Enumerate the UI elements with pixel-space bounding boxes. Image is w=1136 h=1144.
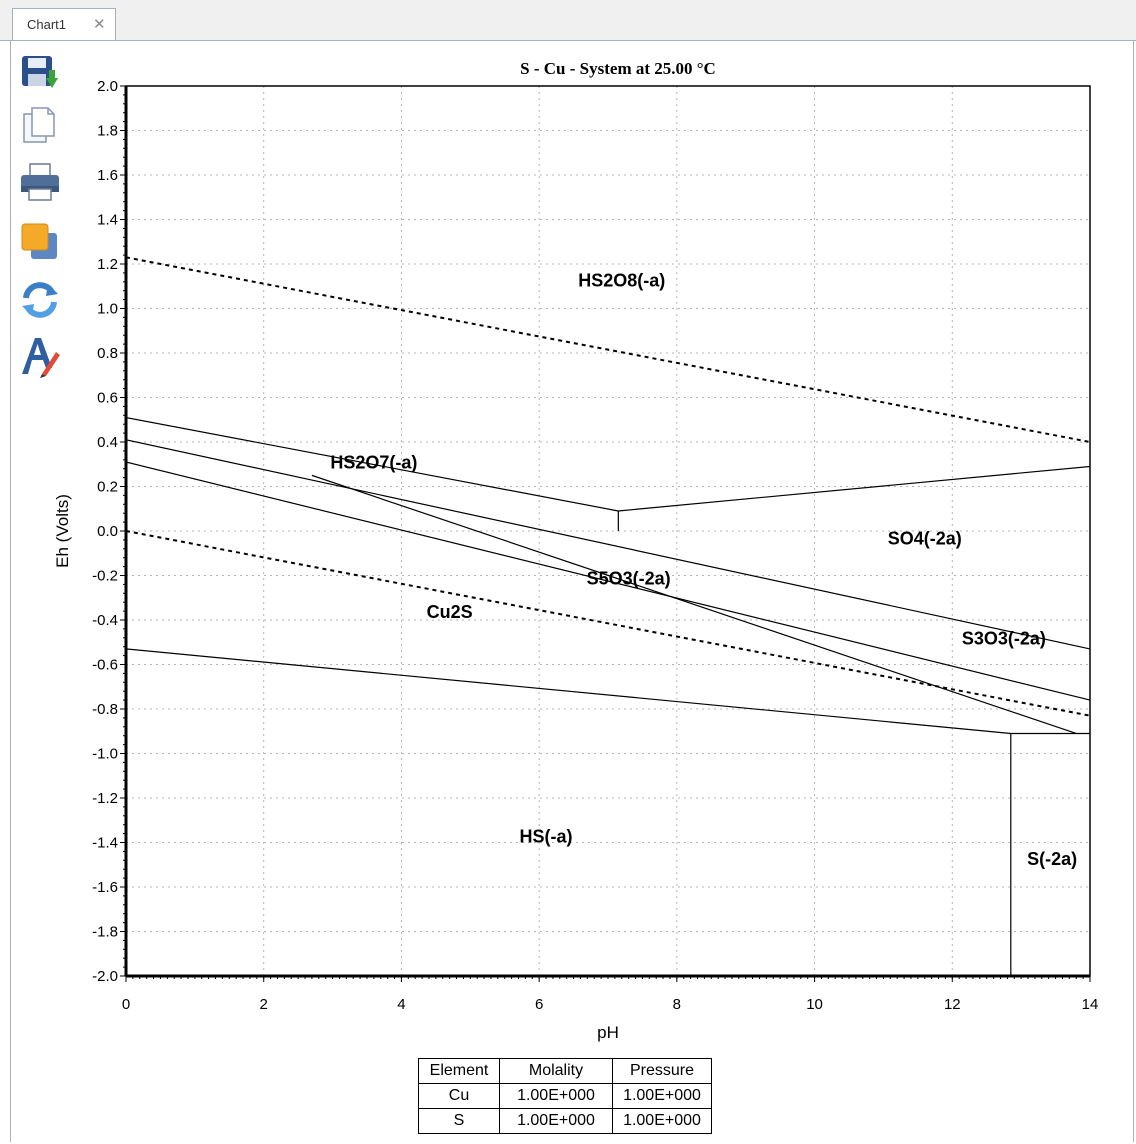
refresh-button[interactable] [18, 278, 62, 322]
y-tick-label: 1.0 [97, 301, 118, 318]
phase-boundary-line [311, 474, 1077, 735]
table-header-cell: Pressure [612, 1058, 712, 1084]
x-tick-label: 10 [806, 996, 823, 1013]
y-tick-label: -0.8 [92, 701, 118, 718]
y-tick-label: 2.0 [97, 78, 118, 95]
y-tick-label: 0.0 [97, 523, 118, 540]
print-button[interactable] [18, 160, 62, 204]
y-tick-label: 0.8 [97, 345, 118, 362]
table-header-cell: Molality [499, 1058, 613, 1084]
save-icon [22, 56, 58, 88]
region-label: S5O3(-2a) [587, 568, 671, 588]
y-tick-label: -0.4 [92, 612, 118, 629]
save-button[interactable] [18, 52, 62, 96]
tab-strip: Chart1 ✕ [0, 0, 1136, 41]
copy-button[interactable] [18, 104, 62, 148]
y-tick-label: 1.6 [97, 167, 118, 184]
y-tick-label: -1.8 [92, 924, 118, 941]
y-tick-label: -1.2 [92, 790, 118, 807]
water-stability-line [125, 256, 1091, 443]
font-edit-icon [22, 338, 60, 378]
x-tick-label: 14 [1082, 996, 1099, 1013]
y-tick-label: -1.6 [92, 879, 118, 896]
refresh-icon [22, 282, 58, 318]
phase-boundary-line [125, 648, 1090, 735]
y-tick-label: -2.0 [92, 968, 118, 985]
water-stability-line [125, 530, 1091, 717]
region-label: S(-2a) [1027, 849, 1077, 869]
y-tick-label: 0.4 [97, 434, 118, 451]
copy-icon [23, 107, 55, 143]
region-label: HS(-a) [520, 827, 573, 847]
tab-chart1[interactable]: Chart1 ✕ [12, 8, 116, 40]
table-cell: 1.00E+000 [612, 1108, 712, 1134]
table-cell: S [418, 1108, 500, 1134]
chart-frame [10, 40, 1134, 1142]
phase-boundary-line [125, 416, 619, 512]
color-button[interactable] [18, 220, 62, 264]
region-label: HS2O8(-a) [578, 270, 665, 290]
y-tick-label: 0.6 [97, 390, 118, 407]
phase-boundary-line [618, 465, 1091, 512]
tab-label: Chart1 [27, 17, 67, 32]
color-icon [21, 223, 57, 259]
y-tick-label: 1.8 [97, 123, 118, 140]
close-icon[interactable]: ✕ [93, 16, 106, 33]
table-header-cell: Element [418, 1058, 500, 1084]
phase-boundary-line [125, 439, 1091, 650]
y-tick-label: -0.6 [92, 657, 118, 674]
table-cell: 1.00E+000 [612, 1083, 712, 1109]
y-axis-label: Eh (Volts) [53, 494, 72, 568]
y-tick-label: 0.2 [97, 479, 118, 496]
x-tick-label: 2 [260, 996, 268, 1013]
x-axis-label: pH [597, 1023, 619, 1042]
print-icon [21, 163, 59, 201]
table-cell: Cu [418, 1083, 500, 1109]
region-label: SO4(-2a) [888, 528, 962, 548]
region-label: S3O3(-2a) [962, 628, 1046, 648]
molality-table: Element Molality Pressure Cu 1.00E+000 1… [418, 1058, 712, 1134]
table-row: Cu 1.00E+000 1.00E+000 [418, 1083, 712, 1109]
y-tick-label: 1.2 [97, 256, 118, 273]
table-row: S 1.00E+000 1.00E+000 [418, 1108, 712, 1134]
y-tick-label: -1.4 [92, 835, 118, 852]
region-label: Cu2S [427, 602, 473, 622]
table-cell: 1.00E+000 [499, 1108, 613, 1134]
region-label: HS2O7(-a) [330, 453, 417, 473]
table-cell: 1.00E+000 [499, 1083, 613, 1109]
font-edit-button[interactable] [18, 334, 62, 378]
y-tick-label: -1.0 [92, 746, 118, 763]
x-tick-label: 4 [397, 996, 405, 1013]
x-tick-label: 8 [673, 996, 681, 1013]
y-tick-label: -0.2 [92, 568, 118, 585]
phase-boundary-line [125, 461, 1091, 701]
table-header-row: Element Molality Pressure [418, 1058, 712, 1084]
chart-title: S - Cu - System at 25.00 °C [520, 59, 716, 78]
x-tick-label: 12 [944, 996, 961, 1013]
x-tick-label: 6 [535, 996, 543, 1013]
y-tick-label: 1.4 [97, 212, 118, 229]
x-tick-label: 0 [122, 996, 130, 1013]
